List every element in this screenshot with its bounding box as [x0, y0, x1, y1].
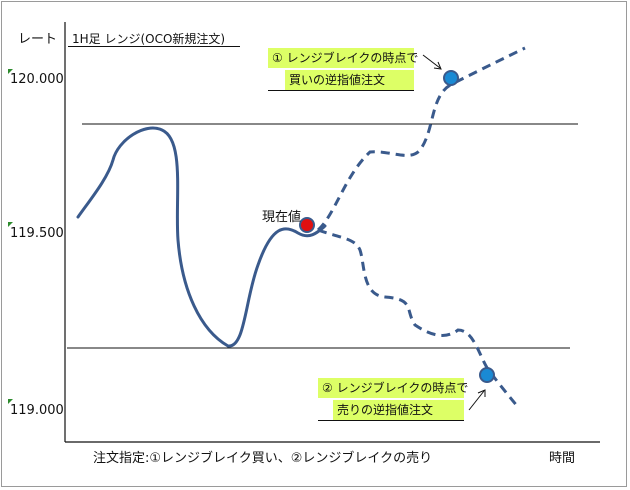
- y-tick-119500: 119.500: [10, 226, 64, 241]
- order-type-note: 注文指定:①レンジブレイク買い、②レンジブレイクの売り: [93, 451, 433, 466]
- upward-projection-line: [316, 46, 526, 232]
- chart-title-underline: [68, 46, 240, 47]
- buy-callout-underline: [268, 90, 414, 91]
- buy-callout-arrow: [422, 54, 441, 69]
- sell-callout-line2: 売りの逆指値注文: [333, 400, 464, 420]
- x-axis-title: 時間: [549, 451, 576, 466]
- buy-callout-line1: ① レンジブレイクの時点で: [268, 48, 418, 68]
- chart-title: 1H足 レンジ(OCO新規注文): [72, 32, 226, 46]
- y-tick-119000: 119.000: [10, 403, 64, 418]
- sell-callout-line1: ② レンジブレイクの時点で: [318, 378, 468, 398]
- downward-projection-line: [317, 228, 520, 408]
- sell-callout-arrow: [468, 390, 485, 411]
- sell-callout-arrowhead: [477, 389, 486, 397]
- sell-callout-underline: [318, 420, 464, 421]
- current-price-dot: [299, 217, 315, 233]
- y-axis-title: レート: [18, 32, 58, 47]
- tick-marker: [8, 399, 13, 404]
- y-tick-120000: 120.000: [10, 72, 64, 87]
- buy-callout-line2: 買いの逆指値注文: [285, 70, 414, 90]
- tick-marker: [8, 69, 13, 74]
- sell-stop-order-dot: [479, 367, 495, 383]
- price-history-line: [76, 126, 327, 348]
- tick-marker: [8, 222, 13, 227]
- buy-callout-arrowhead: [433, 61, 442, 70]
- current-price-label: 現在値: [262, 210, 302, 225]
- buy-stop-order-dot: [443, 70, 459, 86]
